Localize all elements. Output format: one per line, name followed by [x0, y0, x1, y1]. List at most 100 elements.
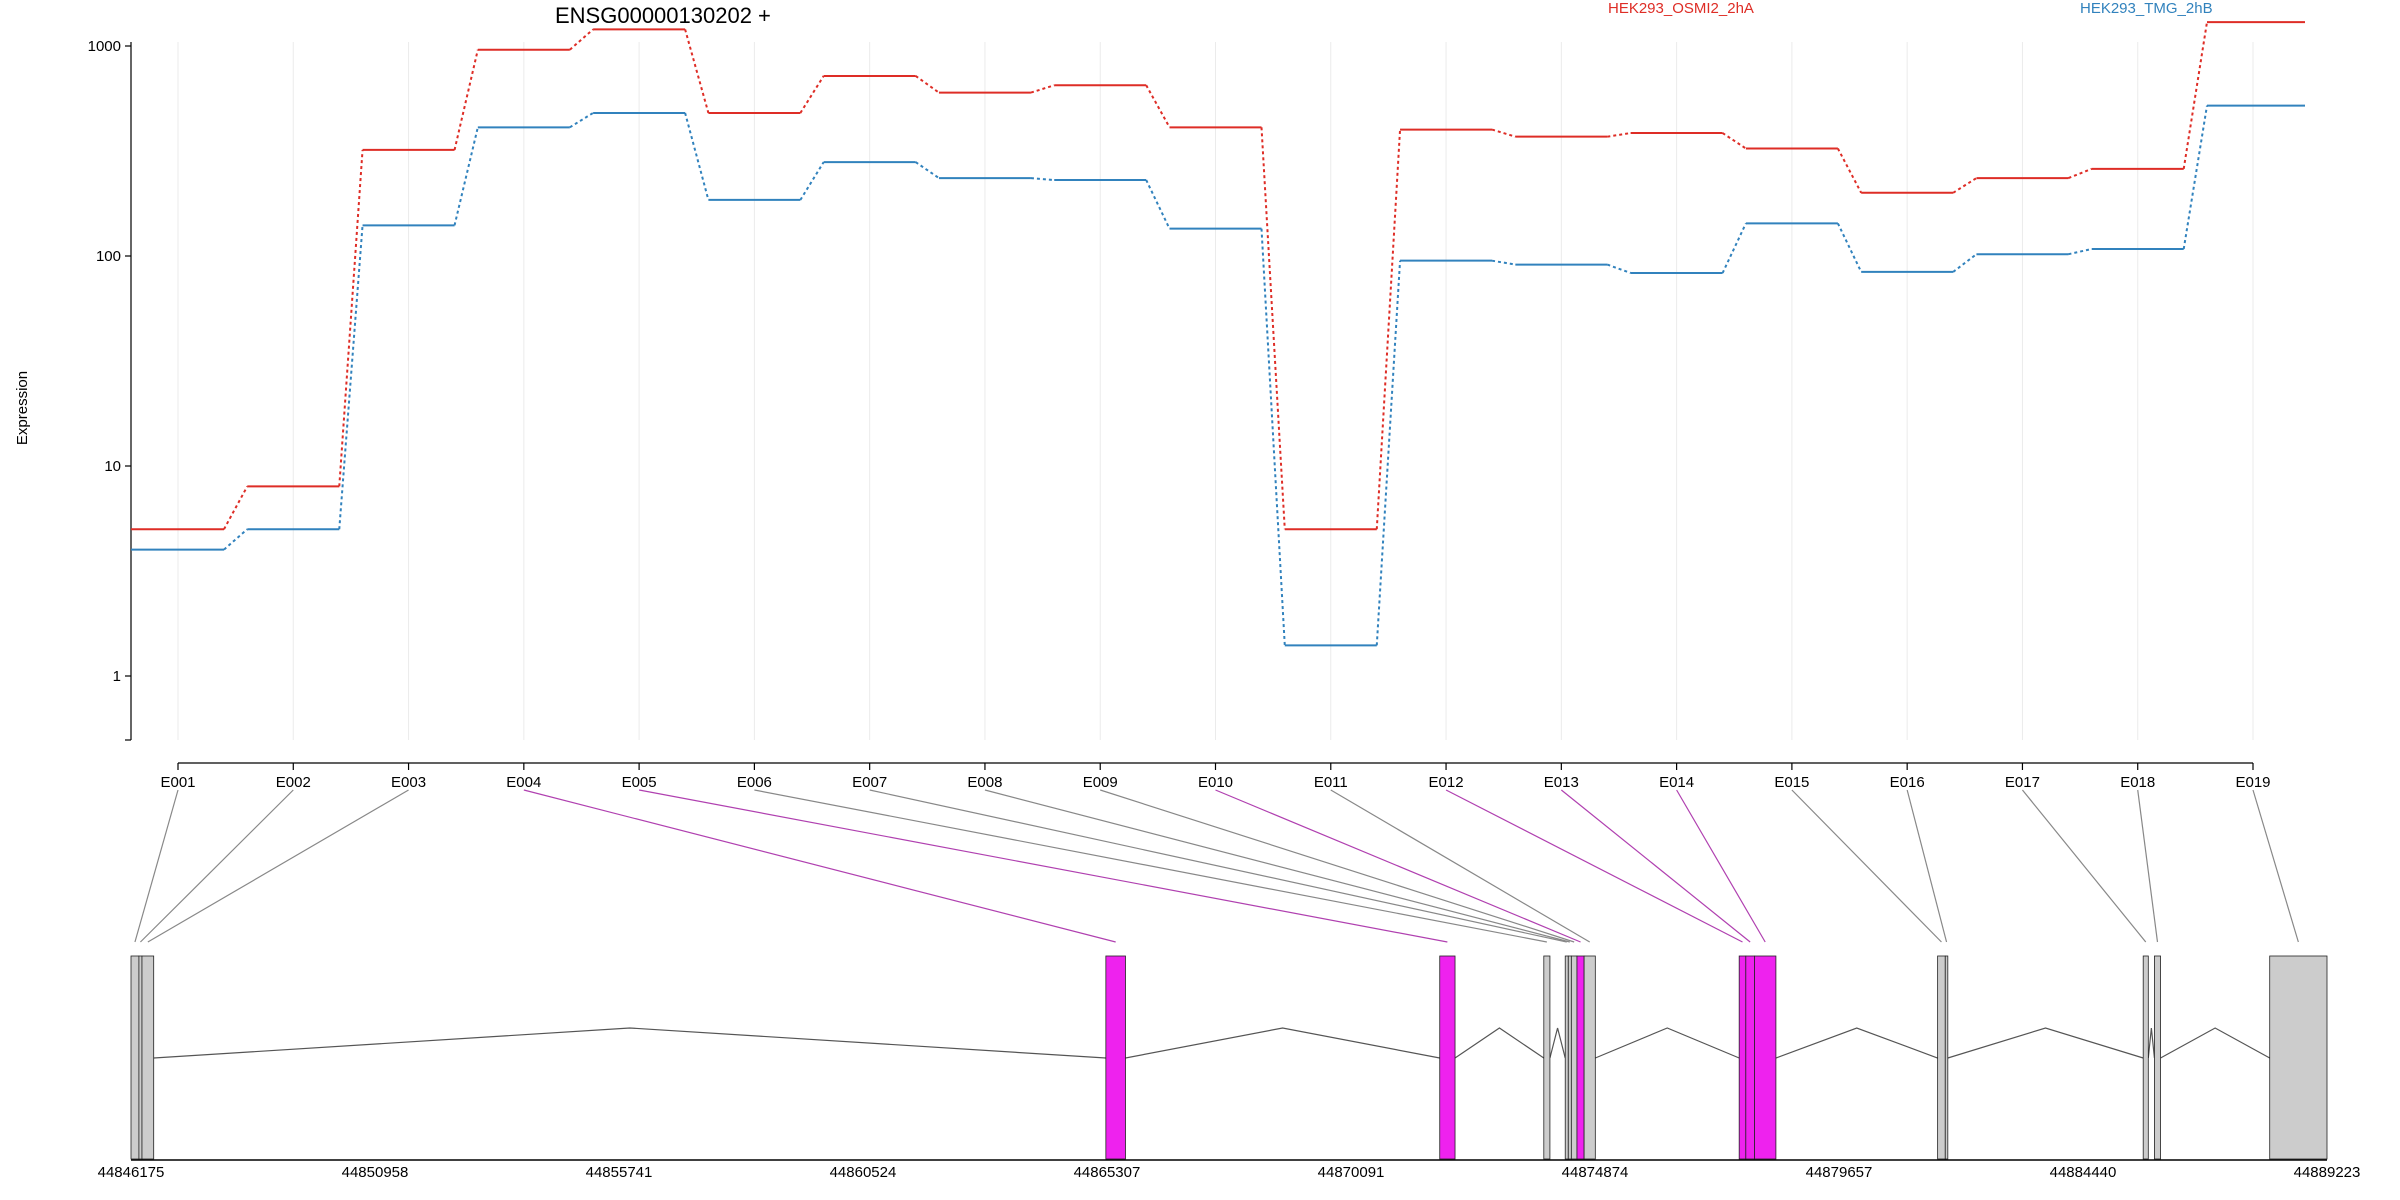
- exon-box: [1567, 955, 1572, 1160]
- exon-connector: [1676, 789, 1766, 943]
- x-tick-label: E012: [1429, 774, 1464, 791]
- exon-box: [1754, 955, 1777, 1160]
- x-tick-label: E017: [2005, 774, 2040, 791]
- series-1-connector: [2182, 105, 2208, 250]
- exon-box: [1937, 955, 1946, 1160]
- exon-connector: [1560, 789, 1751, 943]
- series-1-connector: [1145, 179, 1171, 230]
- exon-box: [1745, 955, 1755, 1160]
- x-tick-label: E007: [852, 774, 887, 791]
- y-tick-label: 1: [113, 668, 121, 685]
- gene-coordinate-label: 44870091: [1318, 1164, 1385, 1181]
- exon-connector: [147, 789, 409, 943]
- intron-line: [1549, 1027, 1566, 1059]
- series-0-connector: [1375, 129, 1402, 530]
- x-tick-label: E013: [1544, 774, 1579, 791]
- series-1-connector: [1030, 177, 1055, 182]
- exon-connector: [1215, 789, 1581, 943]
- gene-coordinate-label: 44860524: [830, 1164, 897, 1181]
- exon-box: [2269, 955, 2328, 1160]
- exon-connector: [1445, 789, 1743, 943]
- series-0-connector: [2182, 21, 2208, 170]
- series-1-connector: [799, 161, 825, 201]
- x-tick-label: E010: [1198, 774, 1233, 791]
- series-0-connector: [799, 75, 825, 114]
- gene-coordinate-label: 44889223: [2294, 1164, 2361, 1181]
- x-tick-label: E018: [2120, 774, 2155, 791]
- x-tick-label: E008: [967, 774, 1002, 791]
- exon-connector: [1100, 789, 1575, 943]
- exon-box: [2142, 955, 2149, 1160]
- exon-connector: [1906, 789, 1948, 943]
- series-0-connector: [915, 75, 940, 94]
- series-1-connector: [453, 127, 479, 226]
- y-tick-label: 100: [96, 248, 121, 265]
- gene-coordinate-label: 44879657: [1806, 1164, 1873, 1181]
- x-tick-label: E004: [506, 774, 541, 791]
- series-1-connector: [2068, 248, 2092, 256]
- exon-box: [1543, 955, 1551, 1160]
- x-tick-label: E019: [2235, 774, 2270, 791]
- series-1-connector: [1491, 259, 1516, 266]
- series-1-connector: [1606, 263, 1631, 274]
- x-tick-label: E014: [1659, 774, 1694, 791]
- exon-box: [138, 955, 143, 1160]
- x-tick-label: E011: [1314, 774, 1348, 791]
- gene-coordinate-label: 44855741: [586, 1164, 653, 1181]
- x-tick-label: E005: [622, 774, 657, 791]
- exon-box: [1105, 955, 1126, 1160]
- exon-connector: [2137, 789, 2159, 943]
- exon-connector: [140, 789, 294, 943]
- x-tick-label: E003: [391, 774, 426, 791]
- series-0-connector: [2068, 167, 2093, 180]
- exon-connector: [1791, 789, 1942, 943]
- series-1-connector: [569, 112, 594, 129]
- series-1-connector: [223, 528, 248, 551]
- intron-line: [1775, 1027, 1938, 1059]
- gene-coordinate-label: 44846175: [98, 1164, 165, 1181]
- series-0-connector: [1952, 177, 1977, 194]
- exon-box: [1583, 955, 1596, 1160]
- exon-box: [1576, 955, 1585, 1160]
- intron-line: [1454, 1027, 1545, 1059]
- legend-entry-tmg: HEK293_TMG_2hB: [2080, 0, 2213, 17]
- exon-box: [1564, 955, 1569, 1160]
- gene-coordinate-label: 44874874: [1562, 1164, 1629, 1181]
- gene-coordinate-label: 44865307: [1074, 1164, 1141, 1181]
- x-tick-label: E015: [1774, 774, 1809, 791]
- exon-box: [141, 955, 155, 1160]
- gene-coordinate-label: 44884440: [2050, 1164, 2117, 1181]
- series-0-connector: [1722, 132, 1747, 150]
- intron-line: [1125, 1027, 1440, 1059]
- series-0-connector: [684, 29, 710, 114]
- exon-connector: [984, 789, 1570, 943]
- exon-box: [2154, 955, 2161, 1160]
- exon-connector: [754, 789, 1547, 943]
- exon-box: [130, 955, 140, 1160]
- gene-coordinate-label: 44850958: [342, 1164, 409, 1181]
- series-0-connector: [1607, 132, 1631, 138]
- x-tick-label: E002: [276, 774, 311, 791]
- series-0-connector: [569, 28, 594, 51]
- series-1-connector: [684, 112, 710, 201]
- series-0-connector: [223, 485, 249, 530]
- intron-line: [1595, 1027, 1740, 1059]
- exon-connector: [2021, 789, 2147, 943]
- exon-box: [1570, 955, 1578, 1160]
- series-1-connector: [1952, 253, 1978, 273]
- exon-connector: [639, 789, 1448, 943]
- series-1-connector: [1721, 222, 1747, 274]
- intron-line: [2147, 1027, 2156, 1059]
- chart-title: ENSG00000130202 +: [555, 3, 771, 28]
- x-tick-label: E016: [1890, 774, 1925, 791]
- y-tick-label: 10: [104, 458, 121, 475]
- series-0-connector: [1030, 84, 1055, 94]
- y-tick-label: 1000: [88, 38, 121, 55]
- series-0-connector: [1260, 127, 1286, 530]
- exon-box: [1738, 955, 1747, 1160]
- exon-connector: [523, 789, 1116, 943]
- exon-box: [1439, 955, 1456, 1160]
- series-1-connector: [1836, 222, 1863, 273]
- legend-entry-osmi2: HEK293_OSMI2_2hA: [1608, 0, 1754, 17]
